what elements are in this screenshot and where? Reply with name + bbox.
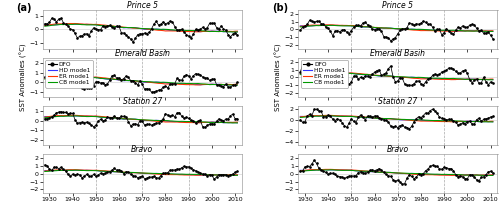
Title: Station 27: Station 27 — [122, 97, 162, 106]
Title: Emerald Basin: Emerald Basin — [370, 49, 425, 58]
Title: Station 27: Station 27 — [378, 97, 418, 106]
Title: Bravo: Bravo — [386, 145, 409, 154]
Legend: DFO, HD mode1, ER mode1, CB mode1: DFO, HD mode1, ER mode1, CB mode1 — [301, 60, 348, 87]
Title: Bravo: Bravo — [131, 145, 154, 154]
Text: (a): (a) — [16, 3, 32, 13]
Title: Prince 5: Prince 5 — [382, 1, 413, 10]
Text: (b): (b) — [272, 3, 288, 13]
Legend: DFO, HD mode1, ER mode1, CB mode1: DFO, HD mode1, ER mode1, CB mode1 — [46, 60, 92, 87]
Y-axis label: SST Anomalies (°C): SST Anomalies (°C) — [275, 44, 282, 111]
Title: Emerald Basin: Emerald Basin — [115, 49, 170, 58]
Title: Prince 5: Prince 5 — [127, 1, 158, 10]
Y-axis label: SST Anomalies (°C): SST Anomalies (°C) — [20, 44, 27, 111]
